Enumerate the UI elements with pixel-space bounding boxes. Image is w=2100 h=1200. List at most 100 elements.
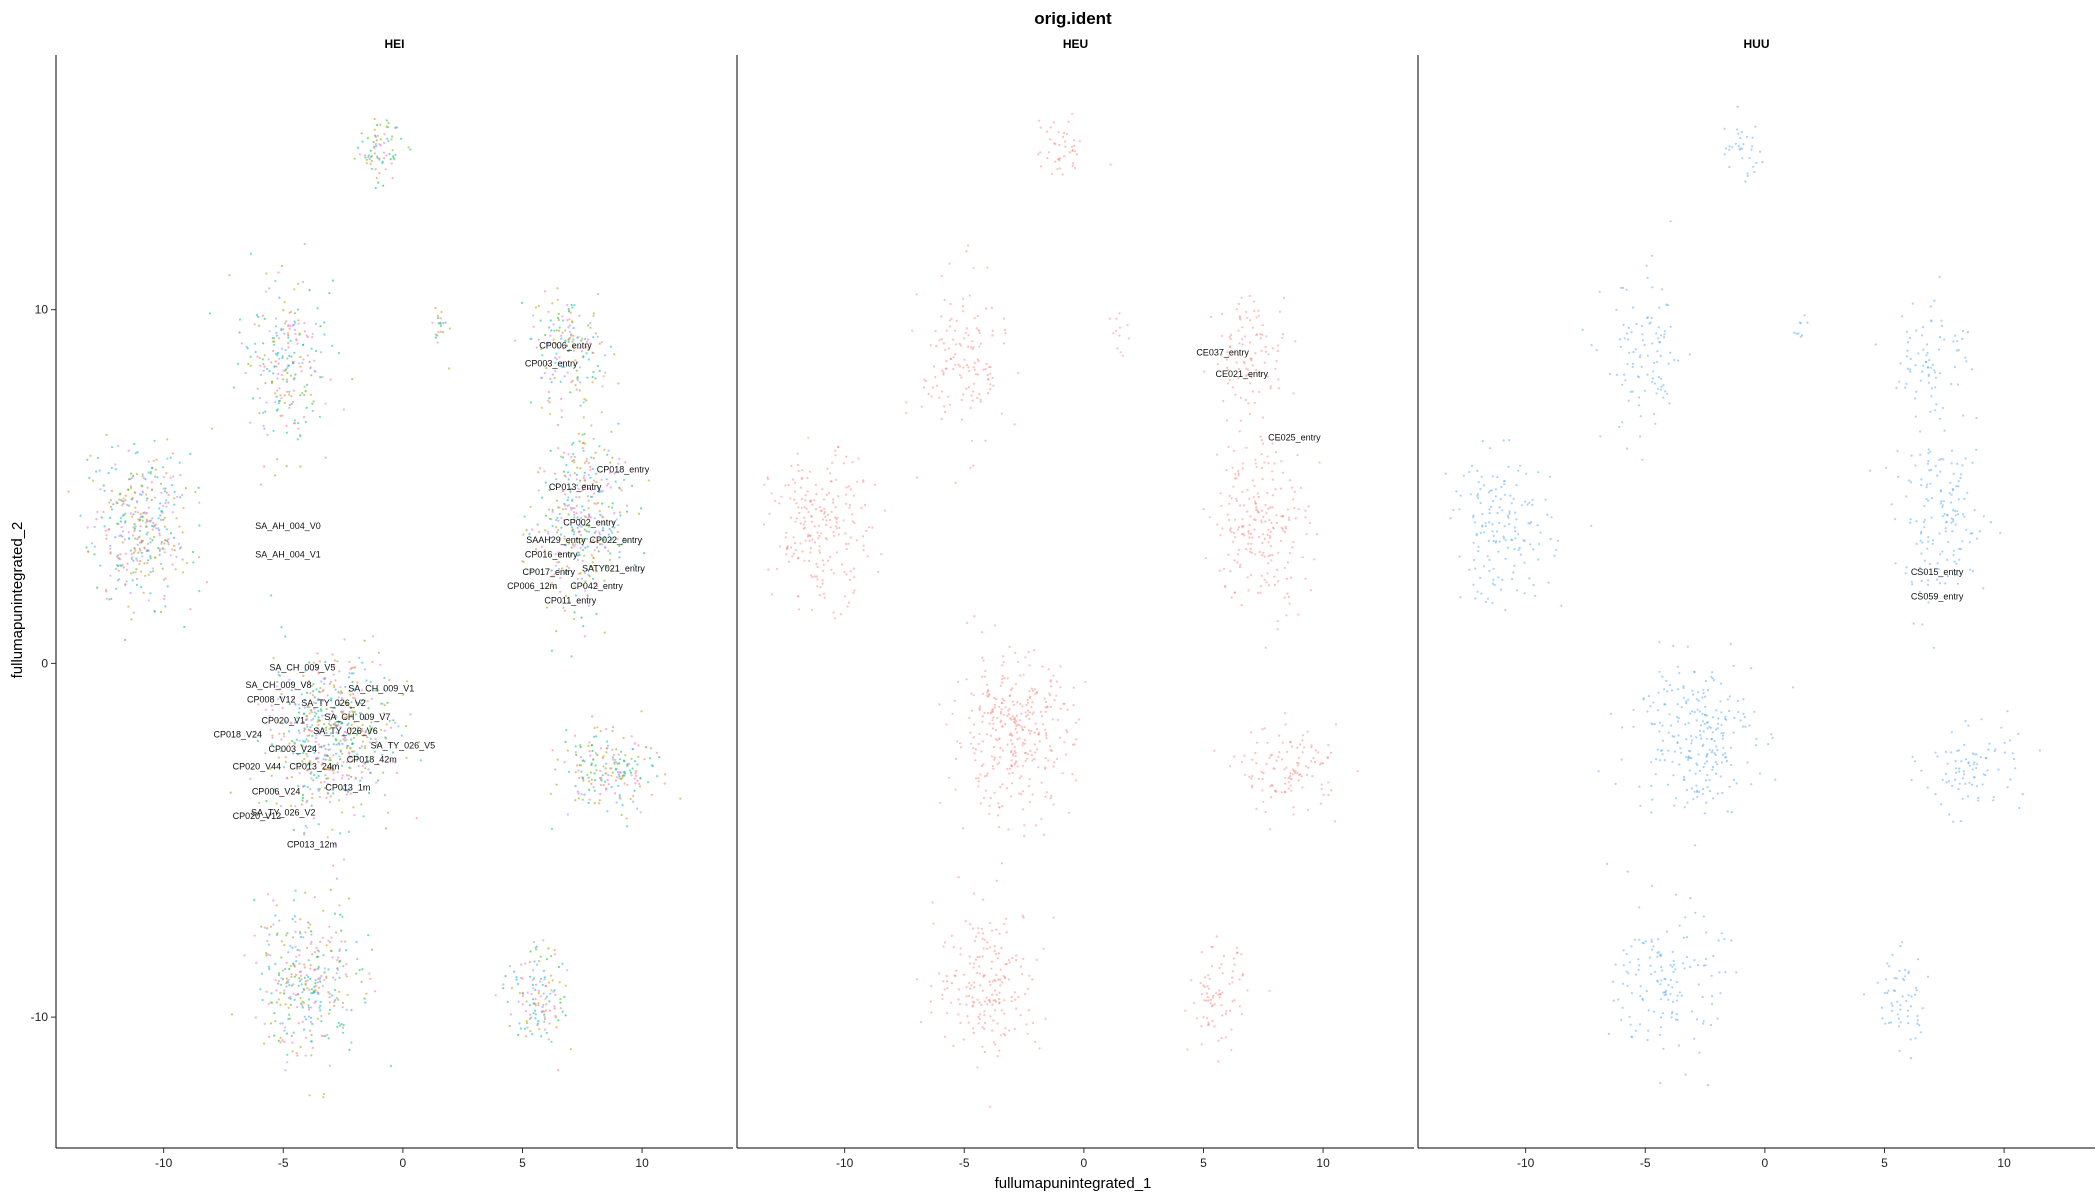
- data-point: [362, 815, 365, 818]
- data-point: [130, 557, 133, 561]
- data-point: [600, 490, 603, 493]
- data-point: [1941, 515, 1944, 518]
- data-point: [1290, 745, 1293, 748]
- sample-label: SA_AH_004_V1: [255, 549, 321, 559]
- data-point: [1685, 738, 1688, 741]
- data-point: [792, 478, 795, 481]
- data-point: [1043, 728, 1047, 731]
- data-point: [136, 500, 139, 503]
- data-point: [1219, 993, 1222, 996]
- data-point: [154, 556, 157, 560]
- data-point: [956, 740, 959, 743]
- data-point: [1724, 717, 1727, 720]
- data-point: [355, 733, 359, 736]
- data-point: [268, 370, 271, 373]
- data-point: [263, 1022, 266, 1025]
- data-point: [1704, 679, 1707, 683]
- data-point: [575, 369, 578, 372]
- data-point: [589, 342, 592, 345]
- data-point: [845, 547, 848, 551]
- data-point: [883, 509, 887, 512]
- data-point: [296, 342, 299, 345]
- data-point: [305, 752, 308, 756]
- data-point: [1300, 486, 1303, 489]
- data-point: [287, 342, 290, 345]
- data-point: [1719, 700, 1722, 703]
- data-point: [570, 455, 573, 458]
- data-point: [310, 804, 313, 807]
- data-point: [370, 159, 373, 163]
- data-point: [1449, 517, 1452, 520]
- data-point: [603, 780, 607, 783]
- data-point: [1251, 390, 1255, 393]
- data-point: [1001, 697, 1004, 700]
- data-point: [1237, 302, 1240, 306]
- data-point: [573, 304, 576, 307]
- data-point: [614, 758, 617, 761]
- data-point: [1075, 721, 1078, 724]
- data-point: [1694, 772, 1697, 775]
- data-point: [585, 345, 588, 348]
- data-point: [958, 342, 961, 345]
- data-point: [122, 500, 125, 503]
- data-point: [304, 728, 307, 731]
- data-point: [98, 469, 101, 472]
- data-point: [1193, 1001, 1196, 1005]
- data-point: [309, 788, 312, 791]
- data-point: [1529, 543, 1532, 546]
- data-point: [980, 750, 983, 753]
- data-point: [349, 767, 352, 770]
- data-point: [567, 478, 570, 481]
- data-point: [332, 723, 335, 726]
- data-point: [1905, 382, 1908, 385]
- data-point: [634, 772, 637, 775]
- data-point: [1631, 362, 1635, 365]
- points-hei: [67, 117, 682, 1099]
- data-point: [596, 335, 599, 338]
- data-point: [1934, 464, 1937, 468]
- data-point: [286, 1053, 289, 1056]
- data-point: [1641, 339, 1644, 342]
- data-point: [988, 922, 992, 925]
- data-point: [582, 625, 585, 628]
- data-point: [1058, 157, 1062, 160]
- data-point: [570, 381, 573, 384]
- data-point: [1950, 449, 1954, 452]
- data-point: [1008, 767, 1012, 770]
- data-point: [375, 740, 378, 743]
- data-point: [954, 975, 957, 978]
- data-point: [314, 702, 318, 705]
- data-point: [303, 322, 306, 325]
- data-point: [1477, 545, 1480, 548]
- data-point: [962, 393, 965, 396]
- data-point: [278, 296, 281, 299]
- data-point: [1280, 526, 1283, 530]
- data-point: [149, 592, 152, 595]
- data-point: [1682, 936, 1685, 939]
- data-point: [335, 731, 338, 734]
- data-point: [1711, 737, 1714, 740]
- data-point: [297, 729, 300, 732]
- data-point: [849, 570, 852, 573]
- data-point: [972, 366, 975, 369]
- panel-title-heu: HEU: [1063, 37, 1088, 51]
- data-point: [580, 350, 583, 353]
- data-point: [572, 511, 576, 514]
- data-point: [303, 740, 306, 743]
- data-point: [304, 1018, 307, 1021]
- data-point: [581, 505, 584, 508]
- data-point: [1269, 545, 1272, 548]
- data-point: [835, 527, 839, 530]
- data-point: [874, 483, 877, 486]
- data-point: [1706, 689, 1710, 692]
- data-point: [1663, 336, 1666, 339]
- data-point: [942, 342, 946, 345]
- data-point: [831, 501, 835, 504]
- data-point: [285, 934, 288, 937]
- data-point: [1121, 354, 1124, 357]
- data-point: [290, 776, 293, 779]
- data-point: [360, 980, 363, 984]
- data-point: [981, 1026, 984, 1029]
- data-point: [1305, 532, 1308, 536]
- data-point: [311, 409, 314, 412]
